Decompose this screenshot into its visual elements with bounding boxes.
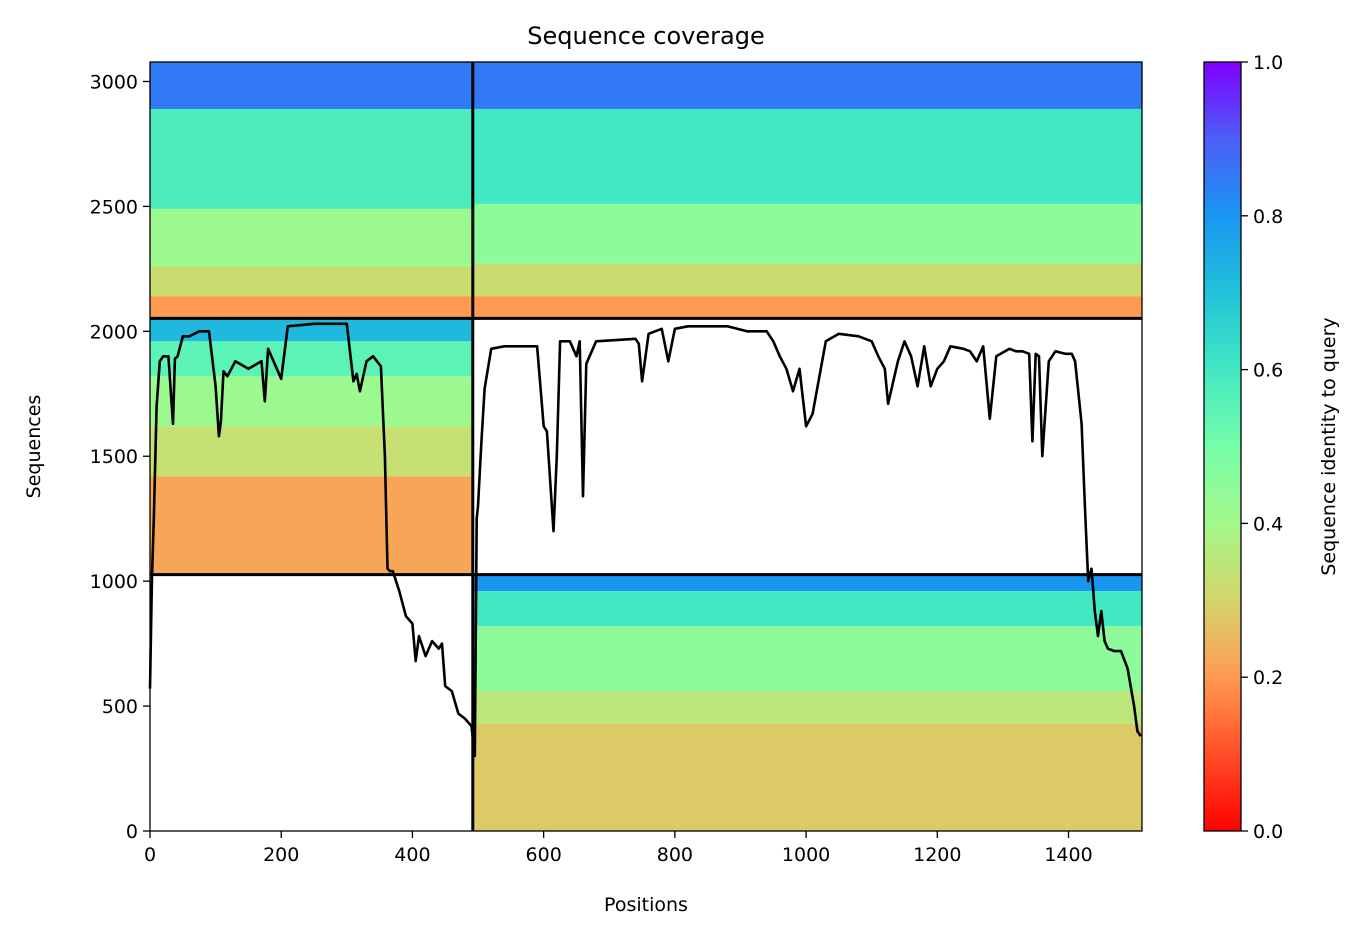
identity-band — [150, 108, 473, 209]
identity-band — [150, 62, 473, 109]
identity-band — [472, 691, 1142, 724]
heatmap-block — [150, 62, 473, 319]
colorbar-tick-label: 0.4 — [1253, 513, 1283, 535]
identity-band — [150, 476, 473, 575]
identity-band — [472, 296, 1142, 319]
identity-band — [150, 426, 473, 477]
y-tick-label: 0 — [126, 821, 138, 843]
y-axis-ticks: 0 500 1000 1500 2000 2500 3000 — [90, 71, 150, 843]
coverage-line-group — [148, 322, 1142, 758]
colorbar-tick-label: 0.0 — [1253, 821, 1283, 843]
x-tick-label: 600 — [526, 844, 562, 866]
colorbar-tick-label: 0.8 — [1253, 206, 1283, 228]
x-axis-ticks: 0 200 400 600 800 1000 1200 1400 — [144, 831, 1093, 866]
x-tick-label: 1400 — [1044, 844, 1092, 866]
x-tick-label: 1200 — [913, 844, 961, 866]
x-tick-label: 200 — [263, 844, 299, 866]
colorbar-ticks: 0.0 0.2 0.4 0.6 0.8 1.0 — [1241, 52, 1283, 843]
y-tick-label: 2000 — [90, 321, 138, 343]
colorbar-tick-label: 0.2 — [1253, 667, 1283, 689]
plot-frame — [149, 61, 1143, 832]
x-tick-label: 800 — [657, 844, 693, 866]
heatmap-block — [150, 318, 473, 575]
colorbar-tick-label: 0.6 — [1253, 360, 1283, 382]
heatmap-block — [472, 62, 1142, 319]
colorbar-gradient — [1203, 61, 1242, 832]
x-tick-label: 0 — [144, 844, 156, 866]
y-axis-label: Sequences — [23, 395, 45, 499]
identity-band — [150, 341, 473, 377]
y-tick-label: 1500 — [90, 446, 138, 468]
x-axis-label: Positions — [604, 894, 688, 916]
y-tick-label: 3000 — [90, 71, 138, 93]
y-tick-label: 2500 — [90, 196, 138, 218]
identity-band — [472, 263, 1142, 297]
identity-band — [472, 591, 1142, 627]
colorbar-tick-label: 1.0 — [1253, 52, 1283, 74]
identity-band — [150, 208, 473, 267]
identity-band — [472, 108, 1142, 204]
identity-band — [472, 626, 1142, 692]
identity-band — [472, 203, 1142, 264]
coverage-line — [148, 322, 1142, 758]
identity-band — [472, 723, 1142, 831]
x-tick-label: 400 — [394, 844, 430, 866]
identity-band — [150, 296, 473, 319]
colorbar: 0.0 0.2 0.4 0.6 0.8 1.0 Sequence identity to … — [1203, 52, 1340, 843]
identity-band — [150, 266, 473, 297]
y-tick-label: 1000 — [90, 571, 138, 593]
identity-band — [472, 574, 1142, 592]
colorbar-label: Sequence identity to query — [1318, 317, 1340, 575]
identity-band — [150, 376, 473, 427]
identity-band — [472, 62, 1142, 109]
coverage-heatmap — [150, 62, 1142, 831]
y-tick-label: 500 — [102, 696, 138, 718]
x-tick-label: 1000 — [782, 844, 830, 866]
identity-band — [150, 318, 473, 342]
heatmap-block — [472, 574, 1142, 831]
block-dividers — [150, 62, 1142, 831]
chart-title: Sequence coverage — [527, 22, 764, 50]
